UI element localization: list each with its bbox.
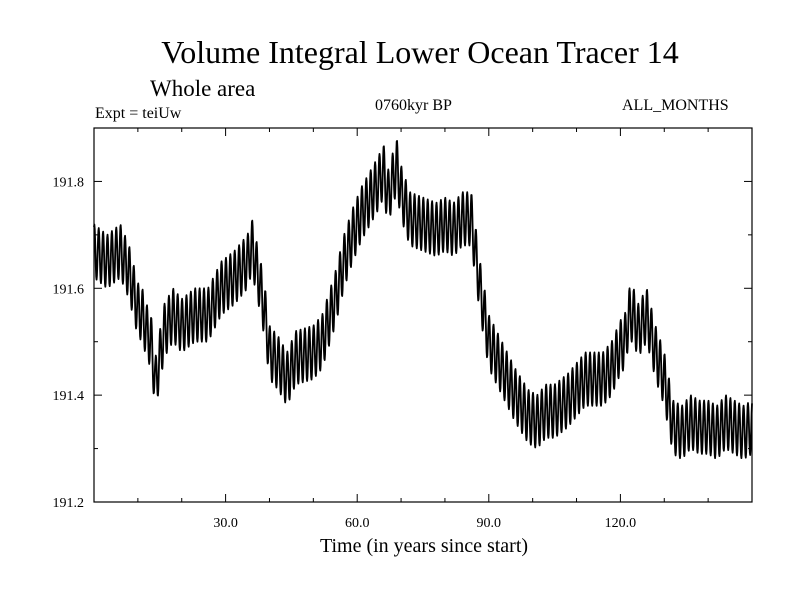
y-tick-label: 191.8	[53, 175, 85, 190]
y-tick-label: 191.4	[53, 389, 85, 404]
plot-frame	[93, 127, 753, 503]
x-tick-label: 120.0	[605, 516, 637, 531]
experiment-label: Expt = teiUw	[95, 105, 182, 122]
series-layer	[93, 140, 753, 460]
axis-ticks: 30.0 60.0 90.0 120.0 191.2 191.4 191.6 191.8	[53, 127, 752, 531]
x-tick-label: 30.0	[213, 516, 238, 531]
chart-title: Volume Integral Lower Ocean Tracer 14	[161, 34, 679, 70]
y-tick-label: 191.2	[53, 496, 85, 511]
series-line	[93, 140, 753, 460]
months-label: ALL_MONTHS	[622, 97, 729, 114]
y-tick-label: 191.6	[53, 282, 85, 297]
x-tick-label: 90.0	[477, 516, 502, 531]
period-label: 0760kyr BP	[375, 97, 452, 114]
x-axis-label: Time (in years since start)	[319, 535, 529, 557]
chart-subtitle: Whole area	[150, 76, 256, 101]
x-tick-label: 60.0	[345, 516, 370, 531]
